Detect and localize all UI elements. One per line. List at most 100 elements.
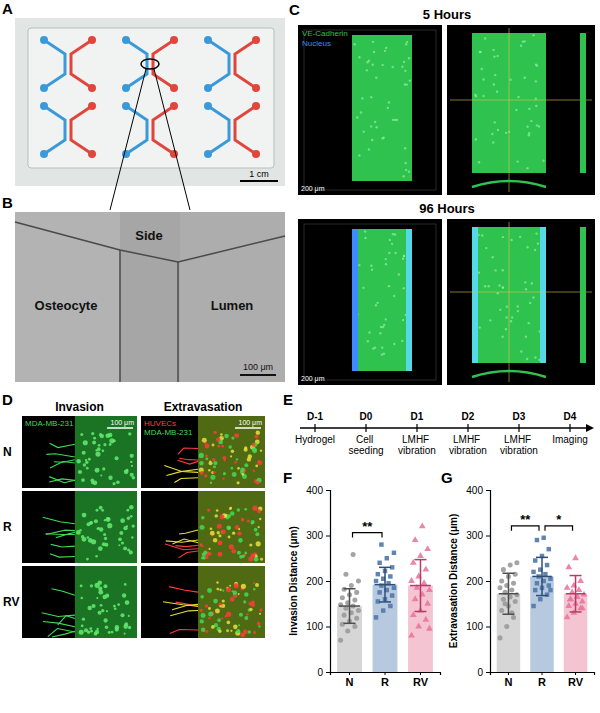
channel-wall (15, 222, 285, 262)
port (252, 36, 260, 44)
data-point (412, 595, 419, 601)
cell (100, 604, 103, 607)
port (40, 36, 48, 44)
y-tick: 300 (306, 530, 330, 541)
timeline-tick (416, 424, 417, 432)
channel-region (75, 491, 137, 563)
data-point (422, 566, 429, 572)
speckle (509, 79, 511, 81)
cell (114, 456, 118, 460)
data-point (352, 598, 357, 603)
cell (241, 518, 245, 522)
y-tick: 0 (477, 667, 490, 678)
speckle (392, 66, 394, 68)
data-point (538, 597, 542, 601)
cell (87, 536, 90, 539)
cell (88, 538, 93, 543)
channel-blue (44, 106, 65, 154)
cell (229, 585, 231, 587)
scale-bar (240, 374, 276, 376)
cell (95, 509, 98, 512)
speckle (366, 69, 368, 71)
panel-letter: G (441, 469, 453, 486)
cell (244, 592, 248, 596)
data-point (390, 593, 394, 597)
speckle (398, 273, 400, 275)
port (204, 36, 212, 44)
vessel (352, 35, 412, 181)
cell (244, 508, 247, 511)
cell (242, 473, 245, 476)
error-bar (375, 567, 396, 602)
cell (248, 630, 251, 633)
x-tick-label: N (346, 676, 354, 688)
data-point (376, 572, 380, 576)
timeline-tick (314, 424, 315, 432)
mean-line (410, 585, 431, 587)
cell (95, 630, 99, 634)
cell (208, 607, 211, 610)
cell (254, 528, 258, 532)
sprout (52, 631, 75, 637)
port (40, 84, 48, 92)
data-point (579, 604, 586, 610)
event-line: Imaging (552, 434, 588, 445)
cell (102, 595, 107, 600)
cell (221, 444, 224, 447)
cell (239, 613, 243, 617)
cell (235, 525, 240, 530)
cell (257, 509, 261, 513)
mean-line (532, 576, 551, 578)
sprout (164, 466, 198, 473)
cell (108, 631, 111, 634)
cell (213, 431, 216, 434)
crosshair (450, 100, 592, 101)
sprout (175, 545, 198, 546)
speckle (360, 111, 362, 113)
cell (131, 465, 133, 467)
cell (260, 558, 263, 561)
channel-region (75, 566, 137, 638)
y-tick: 400 (466, 485, 490, 496)
speckle (531, 282, 533, 284)
cell (249, 543, 252, 546)
data-point (388, 574, 392, 578)
speckle (526, 125, 528, 127)
speckle (373, 51, 375, 53)
bottom-projection (472, 371, 546, 377)
speckle (532, 296, 534, 298)
cell (86, 558, 89, 561)
cell (201, 516, 204, 519)
channel-region (198, 416, 265, 488)
cell (226, 525, 231, 530)
y-tick-mark (326, 581, 330, 582)
channel-blue (208, 40, 229, 88)
cell (205, 604, 208, 607)
cell (221, 530, 226, 535)
mean-line (375, 584, 396, 586)
data-point (356, 578, 361, 583)
error-bar (532, 557, 551, 595)
data-point (408, 632, 415, 638)
data-point (424, 600, 431, 606)
speckle (375, 126, 377, 128)
speckle (362, 287, 364, 289)
speckle (403, 287, 405, 289)
panel-b: SideOsteocyteLumen100 μm (15, 212, 285, 382)
y-tick-mark (326, 672, 330, 673)
cell (209, 548, 211, 550)
data-point (392, 586, 396, 590)
speckle (522, 40, 524, 42)
day-label: D1 (411, 411, 424, 422)
data-point (345, 629, 350, 634)
port (88, 36, 96, 44)
scale-label: 200 μm (301, 185, 325, 193)
cell (238, 538, 243, 543)
frame (304, 224, 436, 380)
cell (131, 524, 134, 527)
speckle (370, 96, 372, 98)
port (204, 102, 212, 110)
cell (210, 475, 215, 480)
cell (205, 454, 208, 457)
cell (230, 507, 232, 509)
